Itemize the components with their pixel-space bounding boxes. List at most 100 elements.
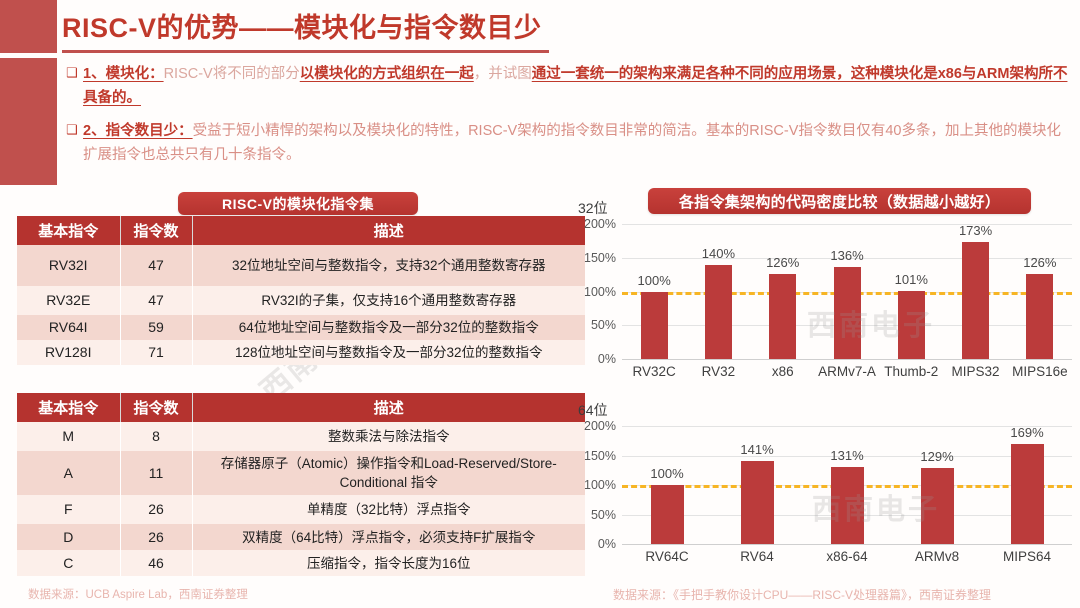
- bar-value-label: 129%: [920, 448, 954, 464]
- table-row: A 11 存储器原子（Atomic）操作指令和Load-Reserved/Sto…: [17, 451, 585, 495]
- bar-value-label: 126%: [1023, 254, 1057, 270]
- chart-32bit-tag: 32位: [578, 200, 608, 216]
- bullet-1-seg2: 以模块化的方式组织在一起: [299, 66, 474, 82]
- bullet-1-seg4: 通过一套统一的架构来满足各种不同的应用场景，这种模块化是x86与ARM架构所不具…: [83, 66, 1068, 106]
- y-axis-tick-label: 150%: [584, 250, 616, 265]
- cell-desc: 压缩指令，指令长度为16位: [192, 550, 585, 576]
- chart-64bit-tag: 64位: [578, 402, 608, 418]
- x-axis-tick-label: Thumb-2: [884, 364, 939, 379]
- cell-desc: 单精度（32比特）浮点指令: [192, 495, 585, 524]
- page-title: RISC-V的优势——模块化与指令数目少: [62, 13, 542, 43]
- table-title-pill: RISC-V的模块化指令集: [178, 192, 418, 215]
- y-axis-tick-label: 50%: [590, 507, 616, 522]
- bar-value-label: 141%: [740, 441, 774, 457]
- cell-name: F: [17, 495, 121, 524]
- cell-name: RV32E: [17, 286, 121, 315]
- base-instruction-table: 基本指令 指令数 描述 RV32I 47 32位地址空间与整数指令，支持32个通…: [17, 216, 585, 365]
- bullet-item-2: ❑ 2、指令数目少：受益于短小精悍的架构以及模块化的特性，RISC-V架构的指令…: [66, 119, 1071, 167]
- cell-count: 26: [120, 495, 193, 524]
- y-axis-tick-label: 0%: [597, 537, 616, 551]
- cell-desc: RV32I的子集，仅支持16个通用整数寄存器: [192, 286, 585, 315]
- x-axis-tick-label: x86-64: [826, 549, 868, 564]
- bar-value-label: 131%: [830, 447, 864, 463]
- bar: [740, 460, 774, 544]
- bar-value-label: 100%: [650, 466, 684, 481]
- cell-desc: 双精度（64比特）浮点指令，必须支持F扩展指令: [192, 524, 585, 550]
- left-accent-strip-top: [0, 0, 57, 53]
- cell-count: 71: [120, 340, 193, 365]
- cell-name: RV64I: [17, 315, 121, 340]
- column-header-name: 基本指令: [17, 216, 121, 245]
- table-row: F 26 单精度（32比特）浮点指令: [17, 495, 585, 524]
- chart-64bit-plot: 0% 50% 100% 150% 200% 100% RV64C 141% RV64 131% x8…: [584, 419, 1072, 564]
- chart-32bit-plot: 0% 50% 100% 150% 200% 100% RV32C 140% RV32 126% x8…: [584, 217, 1072, 379]
- chart-title-pill: 各指令集架构的代码密度比较（数据越小越好）: [648, 188, 1031, 214]
- y-axis-tick-label: 50%: [590, 318, 616, 333]
- bar-value-label: 169%: [1010, 425, 1044, 441]
- bar-value-label: 100%: [637, 272, 671, 288]
- cell-desc: 64位地址空间与整数指令及一部分32位的整数指令: [192, 315, 585, 340]
- cell-count: 11: [120, 451, 193, 495]
- bar-value-label: 140%: [701, 245, 736, 261]
- gridline: [622, 359, 1072, 360]
- bullet-2-label: 2、指令数目少：: [83, 123, 193, 139]
- table-row: RV32E 47 RV32I的子集，仅支持16个通用整数寄存器: [17, 286, 585, 315]
- bar: [1026, 273, 1054, 359]
- bullet-square-icon: ❑: [66, 122, 78, 137]
- gridline: [622, 257, 1072, 259]
- cell-count: 47: [120, 245, 193, 286]
- column-header-desc: 描述: [192, 393, 585, 422]
- table-header-row: 基本指令 指令数 描述: [17, 393, 585, 422]
- chart-source-note: 数据来源：《手把手教你设计CPU——RISC-V处理器篇》，西南证券整理: [613, 588, 992, 602]
- x-axis-tick-label: ARMv7-A: [818, 364, 876, 379]
- y-axis-tick-label: 200%: [584, 419, 616, 433]
- x-axis-tick-label: MIPS64: [1002, 549, 1052, 564]
- table-row: RV32I 47 32位地址空间与整数指令，支持32个通用整数寄存器: [17, 245, 585, 286]
- bullet-list: ❑ 1、模块化：RISC-V将不同的部分以模块化的方式组织在一起，并试图通过一套…: [66, 62, 1071, 174]
- bar: [650, 485, 684, 544]
- cell-desc: 整数乘法与除法指令: [192, 422, 585, 451]
- x-axis-tick-label: x86: [771, 364, 794, 379]
- cell-name: M: [17, 422, 121, 451]
- bullet-1-seg3: ，并试图: [473, 66, 532, 82]
- table-row: C 46 压缩指令，指令长度为16位: [17, 550, 585, 576]
- cell-name: RV128I: [17, 340, 121, 365]
- bullet-item-1: ❑ 1、模块化：RISC-V将不同的部分以模块化的方式组织在一起，并试图通过一套…: [66, 62, 1071, 110]
- bullet-square-icon: ❑: [66, 65, 78, 80]
- y-axis-tick-label: 200%: [584, 217, 616, 231]
- bar: [920, 467, 954, 544]
- table-row: D 26 双精度（64比特）浮点指令，必须支持F扩展指令: [17, 524, 585, 550]
- column-header-name: 基本指令: [17, 393, 121, 422]
- cell-name: RV32I: [17, 245, 121, 286]
- table-source-note: 数据来源：UCB Aspire Lab，西南证券整理: [28, 589, 248, 601]
- gridline: [622, 544, 1072, 545]
- table-row: M 8 整数乘法与除法指令: [17, 422, 585, 451]
- left-accent-strip-bottom: [0, 58, 57, 185]
- x-axis-tick-label: RV32C: [632, 364, 676, 379]
- cell-count: 8: [120, 422, 193, 451]
- bar: [769, 273, 797, 359]
- bar: [830, 466, 864, 544]
- bullet-2-seg1: 受益于短小精悍的架构以及模块化的特性，RISC-V架构的指令数目非常的简洁。基本…: [83, 123, 1061, 163]
- y-axis-tick-label: 150%: [584, 448, 616, 463]
- bar-value-label: 126%: [766, 254, 800, 270]
- y-axis-tick-label: 0%: [597, 352, 616, 366]
- cell-count: 46: [120, 550, 193, 576]
- gridline: [622, 426, 1072, 427]
- gridline: [622, 224, 1072, 225]
- column-header-desc: 描述: [192, 216, 585, 245]
- column-header-count: 指令数: [120, 216, 193, 245]
- cell-count: 47: [120, 286, 193, 315]
- cell-count: 59: [120, 315, 193, 340]
- bar-value-label: 101%: [894, 271, 928, 287]
- cell-name: C: [17, 550, 121, 576]
- y-axis-tick-label: 100%: [584, 478, 616, 492]
- gridline: [622, 455, 1072, 457]
- cell-count: 26: [120, 524, 193, 550]
- cell-name: A: [17, 451, 121, 495]
- bar: [704, 264, 732, 359]
- table-header-row: 基本指令 指令数 描述: [17, 216, 585, 245]
- chart-64bit: 64位 0% 50% 100% 150% 200% 100% RV64C 141% RV64 13…: [576, 400, 1076, 578]
- bar: [833, 267, 861, 359]
